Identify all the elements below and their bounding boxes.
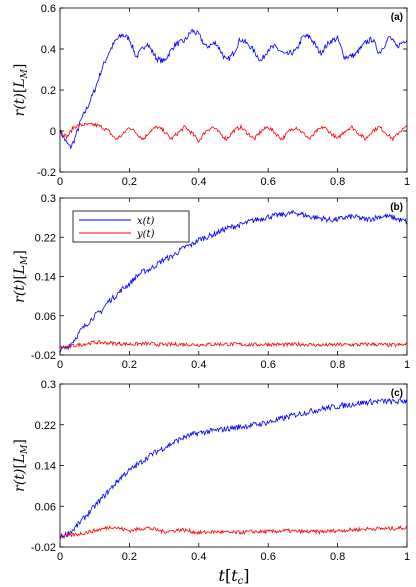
x-tick-label: 0 — [57, 176, 63, 188]
y-tick-label: 0.06 — [35, 501, 56, 513]
x-tick-label: 0.8 — [330, 176, 345, 188]
x-axis-label-unit: t — [231, 566, 238, 585]
y-tick-label: 0.22 — [35, 232, 56, 244]
legend-entry: x(t) — [137, 216, 155, 227]
legend-entry: y(t) — [136, 229, 155, 240]
x-axis-label: t[tc] — [219, 566, 250, 587]
y-tick-label: 0.4 — [41, 44, 56, 56]
y-tick-label: 0.14 — [35, 272, 56, 284]
series-line-yt — [60, 340, 407, 349]
x-tick-label: 1 — [404, 359, 410, 371]
panel-label: (c) — [391, 388, 403, 399]
y-tick-label: 0.06 — [35, 311, 56, 323]
panel-label: (b) — [390, 202, 403, 213]
x-tick-label: 0 — [57, 551, 63, 563]
series-line-yt — [60, 525, 407, 539]
panel-c: 0 0.2 0.4 0.6 0.8 1 -0.02 0.06 0.14 0.22 0.3 (c) r(t… — [12, 379, 410, 563]
x-tick-label: 0.6 — [261, 551, 276, 563]
x-axis-label-close: ] — [243, 566, 249, 585]
x-tick-label: 0.4 — [191, 359, 206, 371]
legend-box — [72, 210, 190, 243]
x-tick-label: 1 — [404, 176, 410, 188]
x-tick-label: 0.6 — [261, 359, 276, 371]
x-tick-label: 0.6 — [261, 176, 276, 188]
y-tick-label: 0.3 — [41, 193, 56, 205]
y-tick-label: -0.02 — [31, 542, 56, 554]
axes-frame — [59, 383, 408, 548]
y-axis-label: r(t)[LM] — [12, 64, 30, 117]
x-tick-label: 1 — [404, 551, 410, 563]
x-tick-label: 0 — [57, 359, 63, 371]
axes-frame — [59, 7, 408, 173]
x-tick-label: 0.2 — [122, 176, 137, 188]
y-tick-label: 0.2 — [41, 85, 56, 97]
series-line-xt — [60, 28, 407, 150]
x-axis-label-sub: c — [238, 576, 244, 587]
y-tick-label: -0.2 — [37, 167, 56, 179]
x-axis-label-main: t — [219, 566, 226, 585]
x-tick-label: 0.2 — [122, 359, 137, 371]
x-axis-label-bracket: [ — [225, 566, 231, 585]
y-tick-label: 0.22 — [35, 420, 56, 432]
y-tick-label: 0.6 — [41, 3, 56, 15]
x-tick-label: 0.4 — [191, 176, 206, 188]
series-line-yt — [60, 122, 407, 143]
panel-b: 0 0.2 0.4 0.6 0.8 1 -0.02 0.06 0.14 0.22 0.3 (b) r(t… — [12, 193, 410, 371]
y-axis-label: r(t)[LM] — [12, 250, 30, 303]
series-line-xt — [60, 209, 407, 354]
y-tick-label: -0.02 — [31, 350, 56, 362]
x-tick-label: 0.8 — [330, 551, 345, 563]
y-tick-label: 0.14 — [35, 461, 56, 473]
series-line-xt — [60, 397, 407, 540]
y-tick-label: 0.3 — [41, 379, 56, 391]
x-tick-label: 0.8 — [330, 359, 345, 371]
panel-a: 0 0.2 0.4 0.6 0.8 1-0.200.20.40.6(a)r(t)[LM] — [12, 3, 410, 188]
y-axis-label: r(t)[LM] — [12, 439, 30, 492]
x-tick-label: 0.2 — [122, 551, 137, 563]
panel-label: (a) — [391, 12, 403, 23]
y-tick-label: 0 — [50, 126, 56, 138]
x-tick-label: 0.4 — [191, 551, 206, 563]
